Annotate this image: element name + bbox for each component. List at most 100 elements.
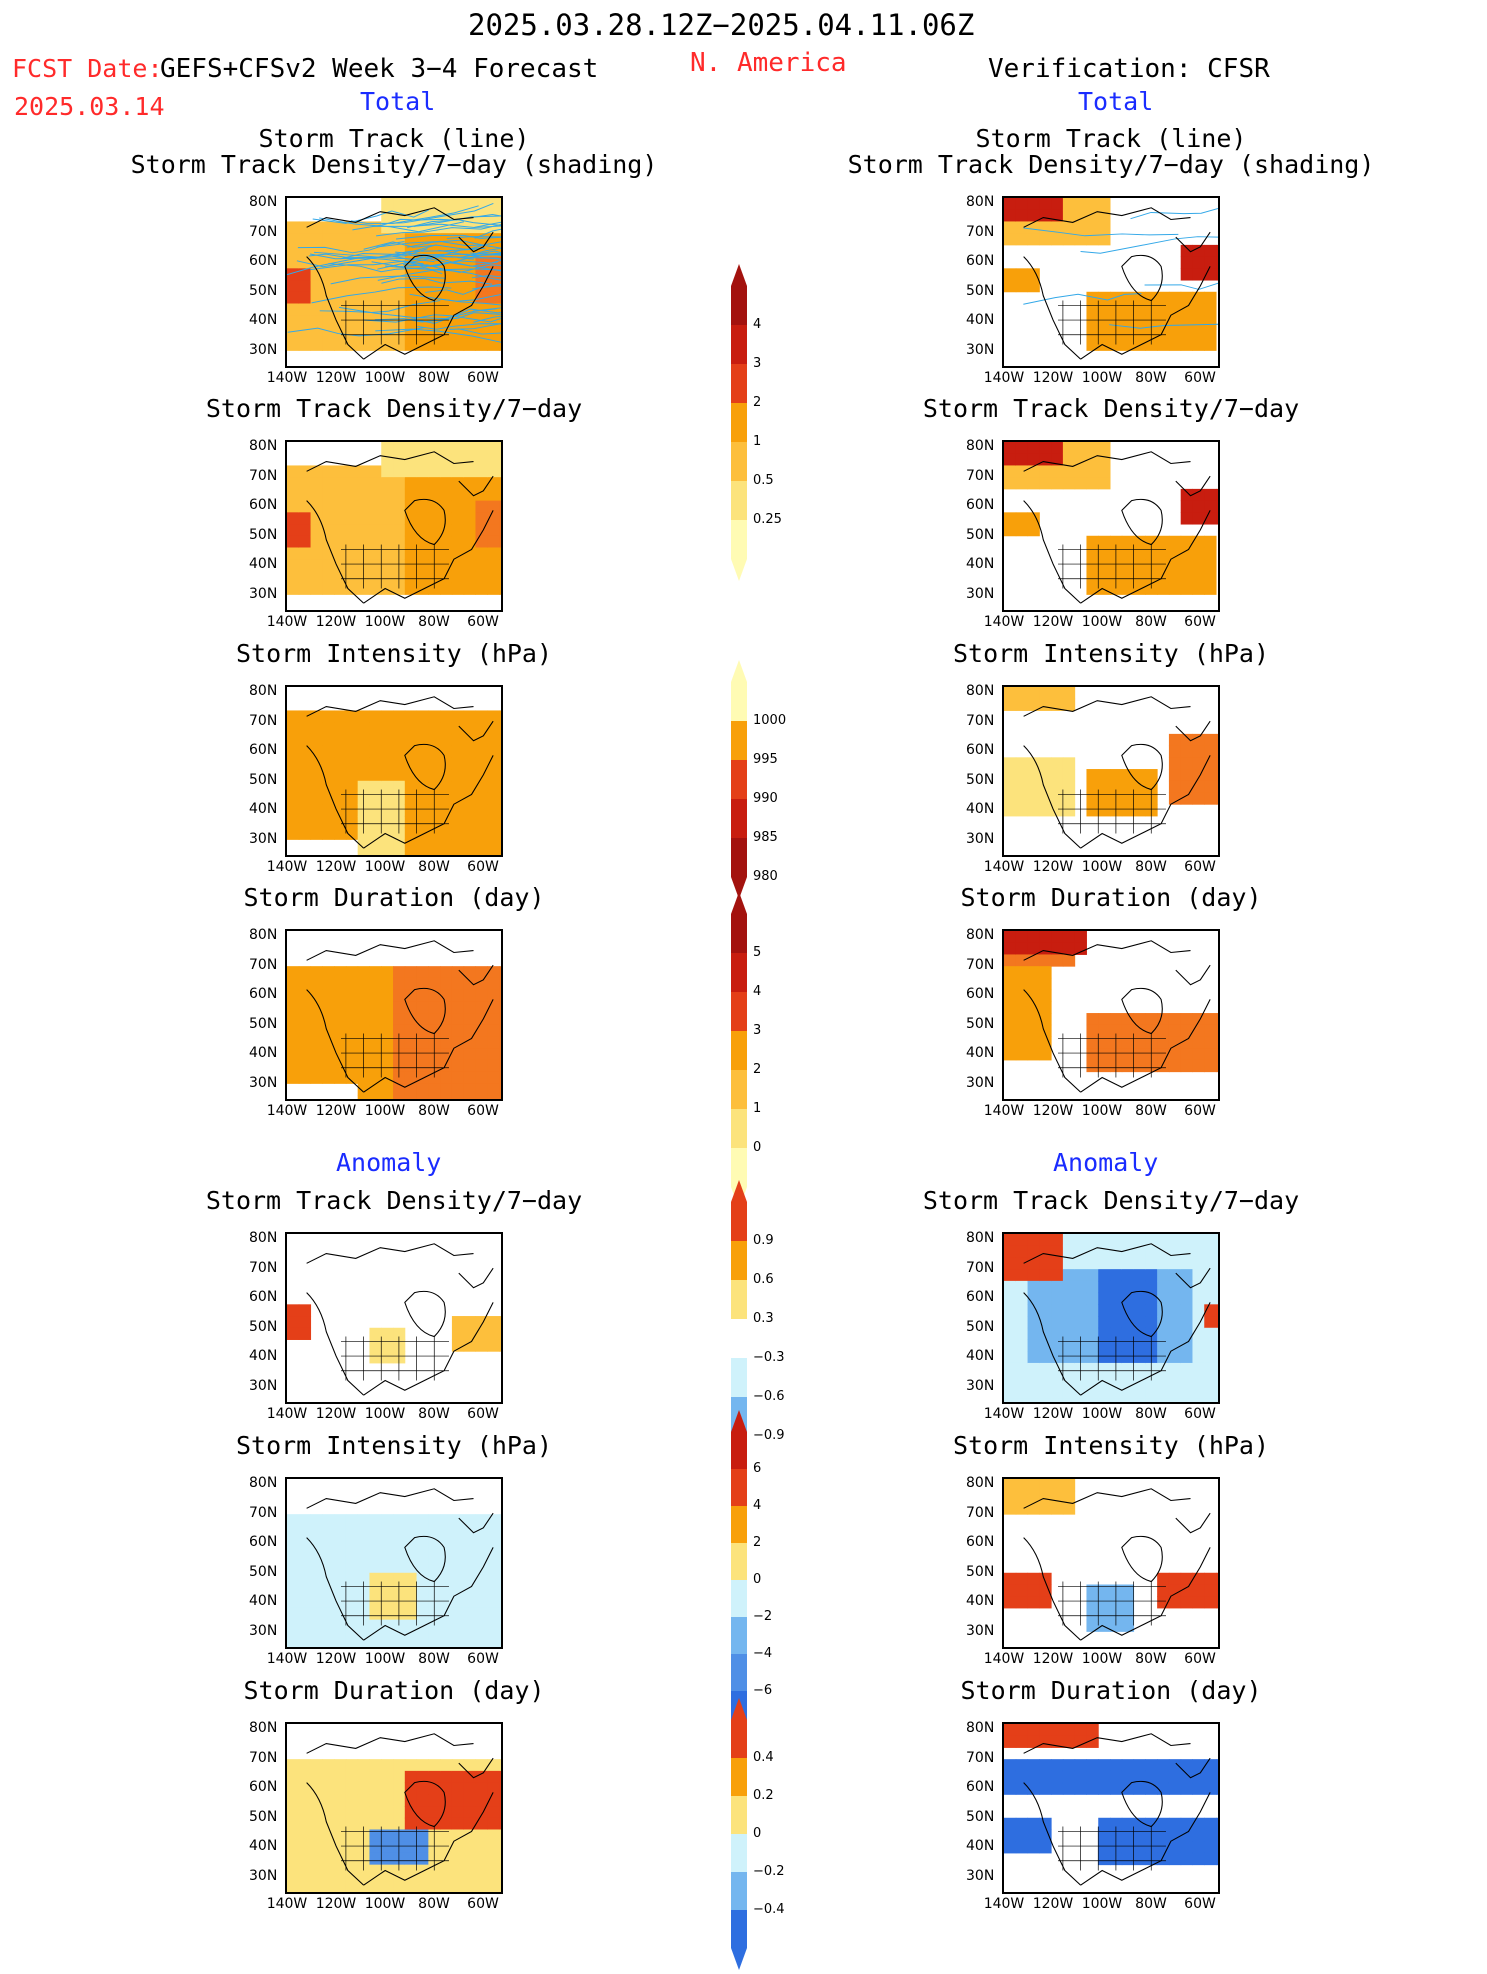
grid-cell: [369, 1782, 382, 1795]
grid-cell: [1168, 757, 1182, 770]
grid-cell: [1086, 465, 1099, 478]
grid-cell: [451, 1316, 465, 1329]
grid-cell: [487, 1584, 500, 1597]
grid-cell: [451, 1525, 465, 1539]
grid-cell: [463, 477, 476, 490]
grid-cell: [322, 1024, 335, 1037]
grid-cell: [310, 570, 323, 584]
grid-cell: [393, 1561, 406, 1574]
lat-tick-label: 40N: [249, 312, 278, 328]
grid-cell: [287, 989, 300, 1002]
lon-tick-label: 140W: [983, 614, 1025, 630]
grid-cell: [1121, 1234, 1135, 1247]
grid-cell: [499, 1888, 501, 1892]
grid-cell: [1192, 1024, 1205, 1037]
colorbar-label: 0.6: [753, 1272, 774, 1287]
grid-cell: [1216, 1036, 1218, 1049]
coastline: [306, 1537, 364, 1641]
grid-cell: [1098, 1829, 1111, 1842]
grid-cell: [298, 792, 312, 805]
grid-cell: [428, 1619, 441, 1632]
grid-cell: [287, 1327, 300, 1340]
grid-cell: [1039, 1829, 1052, 1842]
grid-cell: [1004, 1269, 1017, 1282]
grid-cell: [393, 198, 406, 211]
grid-cell: [440, 1888, 453, 1892]
grid-cell: [1133, 1386, 1146, 1399]
grid-cell: [1004, 1782, 1017, 1795]
grid-cell: [475, 1327, 488, 1340]
grid-cell: [1121, 1048, 1135, 1061]
grid-cell: [322, 1631, 335, 1644]
grid-cell: [1157, 1339, 1170, 1352]
grid-cell: [487, 1095, 500, 1099]
grid-cell: [334, 792, 347, 805]
colorbar-label: 0: [753, 1140, 762, 1155]
grid-cell: [1051, 1292, 1064, 1305]
grid-cell: [475, 1001, 488, 1014]
grid-cell: [487, 488, 500, 502]
grid-cell: [1133, 1841, 1146, 1854]
grid-cell: [1192, 1852, 1205, 1866]
grid-cell: [1027, 1596, 1040, 1609]
colorbar-swatch: [731, 442, 747, 481]
grid-cell: [499, 1001, 501, 1014]
colorbar-swatch: [731, 1241, 747, 1280]
grid-cell: [499, 1876, 501, 1889]
lat-tick-label: 70N: [966, 956, 995, 973]
grid-cell: [463, 1561, 476, 1574]
grid-cell: [499, 221, 501, 234]
grid-cell: [310, 710, 323, 723]
grid-cell: [416, 1770, 429, 1784]
grid-cell: [369, 1095, 382, 1099]
grid-cell: [1192, 733, 1205, 747]
grid-cell: [357, 477, 370, 490]
grid-cell: [1157, 1304, 1170, 1317]
grid-cell: [499, 733, 501, 747]
grid-cell: [475, 1864, 488, 1877]
grid-cell: [381, 1852, 394, 1866]
grid-cell: [1168, 1398, 1182, 1402]
grid-cell: [416, 710, 429, 723]
grid-cell: [1204, 1292, 1217, 1305]
grid-cell: [1204, 1770, 1217, 1784]
grid-cell: [499, 1537, 501, 1550]
lat-tick-label: 40N: [249, 1348, 278, 1364]
lat-tick-label: 30N: [966, 341, 995, 358]
model-title: GEFS+CFSv2 Week 3−4 Forecast: [160, 54, 599, 84]
grid-cell: [1098, 1292, 1111, 1305]
grid-cell: [1133, 303, 1146, 316]
grid-cell: [1015, 1048, 1029, 1061]
grid-cell: [428, 442, 441, 455]
grid-cell: [287, 1817, 300, 1830]
grid-cell: [381, 769, 394, 782]
grid-cell: [1216, 1280, 1218, 1294]
grid-cell: [451, 1888, 465, 1892]
grid-cell: [381, 1525, 394, 1539]
grid-cell: [475, 1572, 488, 1585]
grid-cell: [1121, 1770, 1135, 1784]
grid-cell: [298, 1036, 312, 1049]
grid-cell: [322, 1852, 335, 1866]
grid-cell: [451, 198, 465, 211]
grid-cell: [499, 1024, 501, 1037]
grid-cell: [440, 769, 453, 782]
grid-cell: [334, 1572, 347, 1585]
grid-cell: [369, 477, 382, 490]
lat-tick-label: 60N: [249, 1289, 278, 1305]
coastline: [1121, 1290, 1163, 1338]
grid-cell: [1204, 570, 1217, 584]
grid-cell: [475, 1095, 488, 1099]
grid-cell: [1004, 1759, 1017, 1772]
grid-cell: [1062, 465, 1076, 478]
grid-cell: [463, 559, 476, 572]
grid-cell: [463, 338, 476, 351]
grid-cell: [381, 1864, 394, 1877]
grid-cell: [287, 1584, 300, 1597]
grid-cell: [1157, 291, 1170, 304]
storm-track-line: [457, 328, 501, 335]
grid-cell: [322, 535, 335, 548]
grid-cell: [451, 1537, 465, 1550]
storm-track-line: [371, 261, 501, 271]
grid-cell: [1110, 1316, 1123, 1329]
